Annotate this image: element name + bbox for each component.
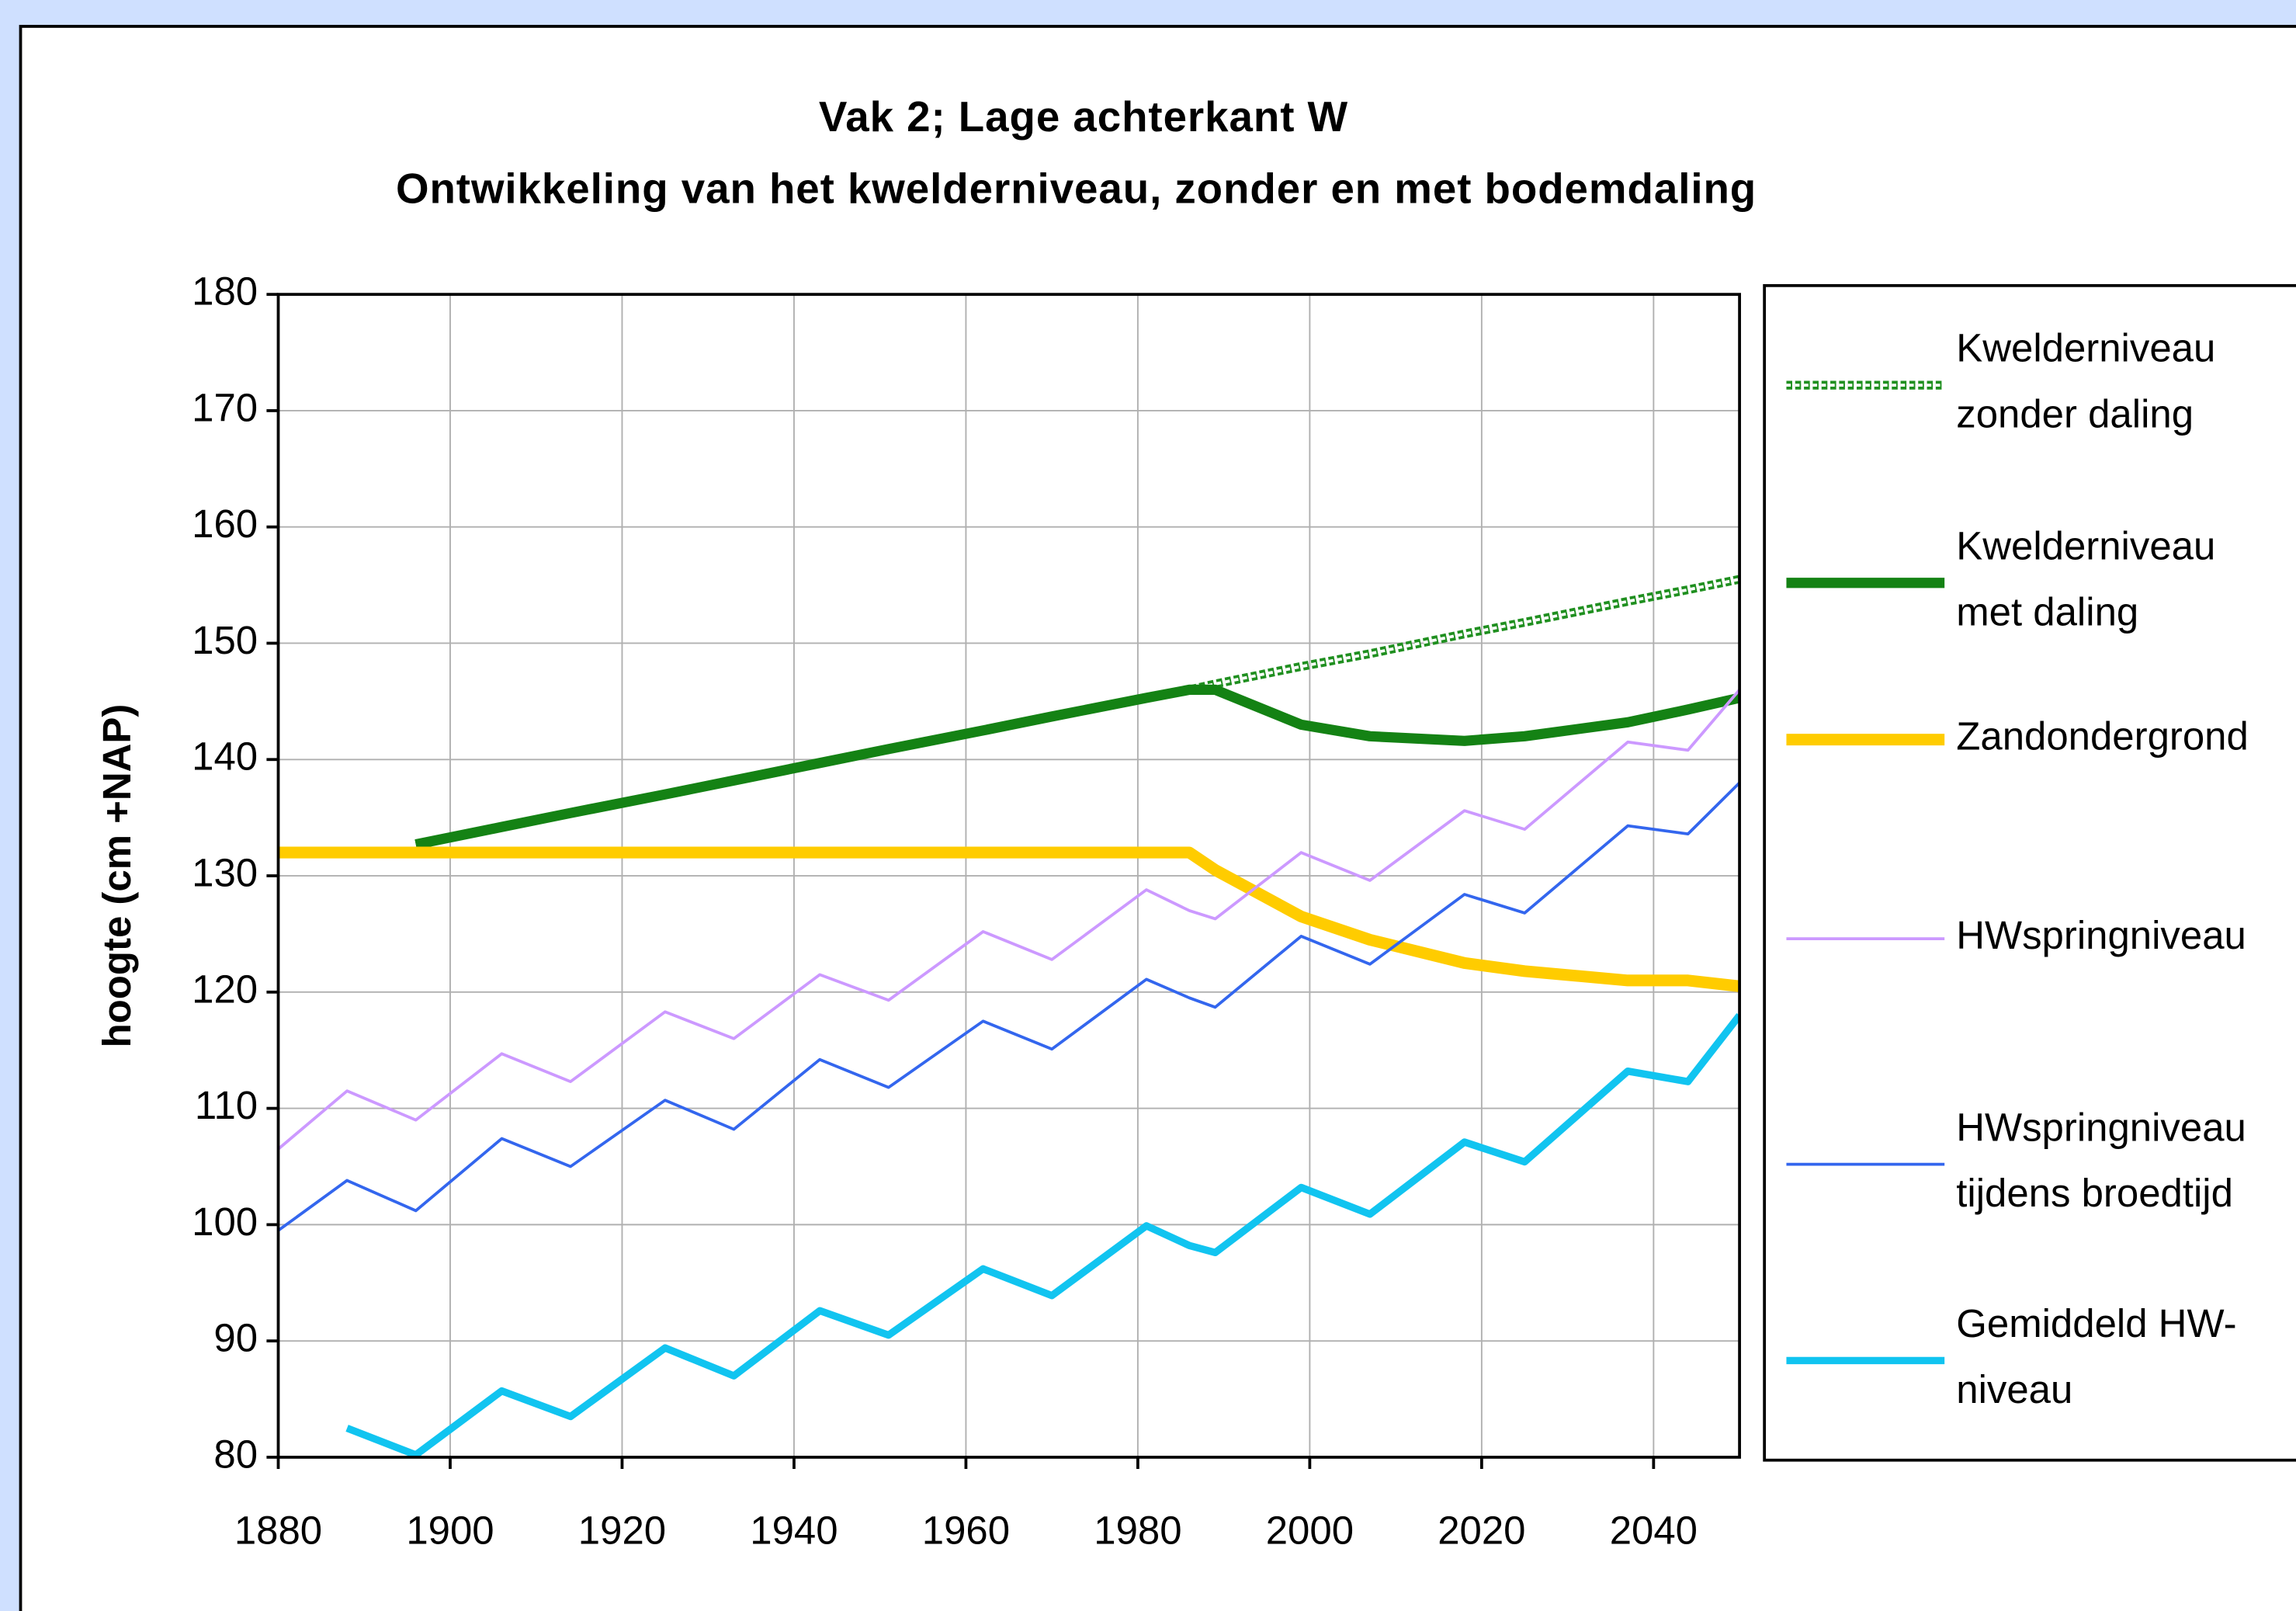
y-tick-label: 100 [192, 1200, 258, 1244]
y-tick-label: 90 [213, 1316, 258, 1360]
series-line [414, 684, 1740, 850]
legend-label: Kwelderniveau zonder daling [1956, 326, 2215, 436]
y-tick-label: 130 [192, 850, 258, 894]
y-tick-label: 120 [192, 967, 258, 1011]
series-line [278, 846, 1740, 992]
plot-lines [278, 575, 1740, 1457]
legend-label: Zandondergrond [1956, 714, 2249, 759]
y-tick-label: 160 [192, 502, 258, 546]
y-tick-label: 150 [192, 618, 258, 662]
x-tick-label: 1980 [1094, 1508, 1181, 1552]
axes: 80 90 100 110 120 130 140 150 160 170 180 1880 1900 1… [192, 269, 1698, 1553]
chart-subtitle: Ontwikkeling van het kwelderniveau, zond… [396, 165, 1757, 213]
x-tick-label: 1940 [750, 1508, 838, 1552]
legend-label: HWspringniveau tijdens broedtijd [1956, 1106, 2246, 1216]
x-tick-label: 2000 [1266, 1508, 1354, 1552]
series-line [278, 781, 1740, 1232]
y-tick-label: 80 [213, 1432, 258, 1476]
legend-items: Kwelderniveau zonder daling Kwelderniveau m… [1786, 326, 2249, 1411]
y-tick-label: 180 [192, 269, 258, 314]
y-axis-label: hoogte (cm +NAP) [95, 704, 139, 1048]
series-line [345, 1012, 1740, 1457]
legend-label: Gemiddeld HW-niveau [1956, 1301, 2236, 1411]
x-tick-label: 1900 [406, 1508, 494, 1552]
legend-label: Kwelderniveau met daling [1956, 524, 2215, 634]
x-tick-label: 1920 [578, 1508, 666, 1552]
chart-title: Vak 2; Lage achterkant W [819, 92, 1348, 141]
legend [1763, 283, 2296, 1462]
y-tick-label: 140 [192, 734, 258, 779]
y-tick-label: 170 [192, 385, 258, 429]
x-tick-label: 1960 [922, 1508, 1010, 1552]
x-tick-label: 2040 [1610, 1508, 1698, 1552]
legend-label: HWspringniveau [1956, 914, 2246, 958]
series-line [278, 689, 1740, 1151]
x-tick-label: 2020 [1438, 1508, 1525, 1552]
x-tick-label: 1880 [234, 1508, 322, 1552]
y-tick-label: 110 [195, 1083, 258, 1127]
